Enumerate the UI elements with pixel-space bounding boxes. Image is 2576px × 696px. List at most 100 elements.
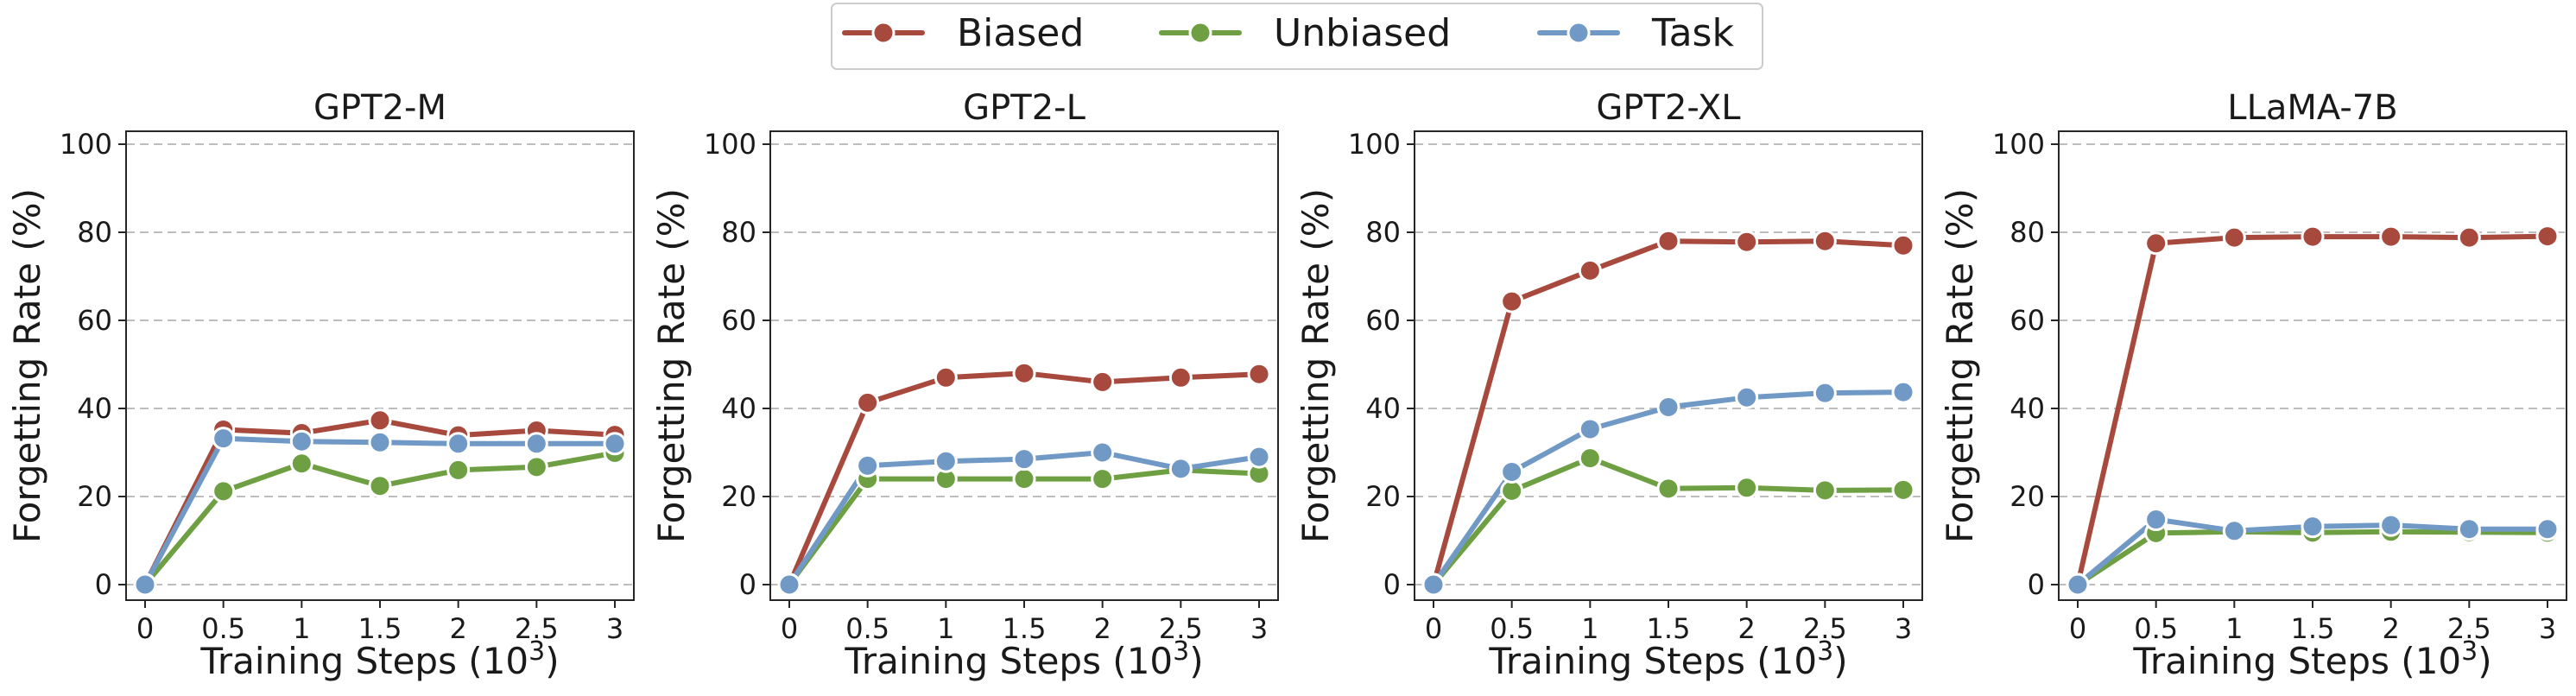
data-point-task <box>603 432 627 456</box>
x-axis-label-exponent: 3 <box>1817 636 1833 667</box>
data-point-unbiased <box>1891 478 1915 502</box>
data-point-unbiased <box>1500 478 1524 503</box>
data-point-task <box>1578 417 1602 441</box>
data-point-biased <box>2222 225 2246 250</box>
x-tick-label: 0.5 <box>2134 612 2178 645</box>
x-axis-label-base: Training Steps (10 <box>1488 640 1817 682</box>
x-axis-label-exponent: 3 <box>1173 636 1189 667</box>
data-point-unbiased <box>1091 467 1115 491</box>
data-point-task <box>1500 459 1524 484</box>
data-point-biased <box>1247 362 1271 386</box>
y-axis-label: Forgetting Rate (%) <box>1939 188 1981 543</box>
x-tick-label: 1 <box>293 612 310 645</box>
x-axis-label: Training Steps (103) <box>1488 636 1847 682</box>
data-point-task <box>777 573 801 597</box>
legend: Biased Unbiased Task <box>831 3 1763 70</box>
y-tick-label: 0 <box>1383 568 1401 601</box>
y-tick-label: 40 <box>77 392 112 425</box>
data-point-biased <box>2457 225 2481 250</box>
x-axis-label: Training Steps (103) <box>844 636 1203 682</box>
x-axis-label-exponent: 3 <box>2461 636 2478 667</box>
data-point-task <box>524 432 548 456</box>
data-point-biased <box>1656 229 1680 253</box>
x-tick-label: 3 <box>1895 612 1912 645</box>
y-tick-label: 40 <box>1365 392 1401 425</box>
data-point-biased <box>2144 231 2168 256</box>
x-tick-label: 0 <box>136 612 154 645</box>
x-tick-label: 2 <box>1093 612 1111 645</box>
x-axis-label-base: Training Steps (10 <box>199 640 528 682</box>
x-axis-label-base: Training Steps (10 <box>2132 640 2461 682</box>
x-tick-label: 0 <box>781 612 798 645</box>
plot-frame <box>1414 130 1923 601</box>
data-point-task <box>289 429 313 453</box>
data-point-biased <box>1578 258 1602 282</box>
y-axis-label: Forgetting Rate (%) <box>6 188 48 543</box>
data-point-task <box>1012 447 1036 471</box>
y-tick-label: 100 <box>1348 128 1401 161</box>
data-point-biased <box>1012 361 1036 385</box>
data-point-unbiased <box>1813 478 1837 503</box>
y-tick-label: 40 <box>721 392 756 425</box>
data-point-biased <box>2301 225 2325 249</box>
x-tick-label: 2 <box>449 612 466 645</box>
x-tick-label: 1.5 <box>1003 612 1047 645</box>
data-point-unbiased <box>524 455 548 479</box>
data-point-unbiased <box>446 458 471 482</box>
y-axis-label: Forgetting Rate (%) <box>650 188 693 543</box>
x-tick-label: 1.5 <box>358 612 402 645</box>
data-point-task <box>2222 519 2246 543</box>
data-point-task <box>212 427 236 451</box>
data-point-biased <box>2535 225 2560 249</box>
x-tick-label: 1 <box>1581 612 1598 645</box>
x-axis-label-exponent: 3 <box>528 636 545 667</box>
data-point-biased <box>1735 230 1759 254</box>
x-tick-label: 3 <box>606 612 623 645</box>
x-tick-label: 1 <box>2225 612 2243 645</box>
y-tick-label: 20 <box>1365 480 1401 513</box>
x-tick-label: 1.5 <box>1647 612 1691 645</box>
x-axis-label-close: ) <box>545 640 559 682</box>
y-axis-label: Forgetting Rate (%) <box>1294 188 1337 543</box>
legend-marker-swatch <box>1566 21 1591 45</box>
legend-box <box>831 3 1763 70</box>
data-point-task <box>856 453 880 478</box>
data-point-task <box>1247 445 1271 469</box>
data-point-task <box>1891 380 1915 404</box>
y-tick-label: 60 <box>1365 304 1401 337</box>
data-point-unbiased <box>1656 477 1680 501</box>
data-point-biased <box>856 390 880 414</box>
data-point-task <box>1813 381 1837 405</box>
x-tick-label: 2 <box>1737 612 1755 645</box>
y-tick-label: 20 <box>2010 480 2045 513</box>
y-tick-label: 80 <box>2010 216 2045 249</box>
x-tick-label: 2.5 <box>1803 612 1847 645</box>
y-tick-label: 20 <box>77 480 112 513</box>
data-point-task <box>2457 517 2481 541</box>
y-tick-label: 100 <box>704 128 756 161</box>
data-point-unbiased <box>1578 446 1602 471</box>
data-point-unbiased <box>289 452 313 476</box>
legend-entry-unbiased: Unbiased <box>1159 11 1451 55</box>
data-point-biased <box>1891 233 1915 257</box>
y-tick-label: 100 <box>1992 128 2045 161</box>
legend-label: Biased <box>957 11 1084 55</box>
legend-label: Task <box>1651 11 1734 55</box>
y-tick-label: 20 <box>721 480 756 513</box>
x-axis-label-close: ) <box>2478 640 2491 682</box>
x-axis-label: Training Steps (103) <box>199 636 559 682</box>
x-axis-label-base: Training Steps (10 <box>844 640 1173 682</box>
x-tick-label: 2 <box>2382 612 2399 645</box>
x-tick-label: 1 <box>937 612 954 645</box>
x-tick-label: 0 <box>1425 612 1442 645</box>
data-point-task <box>2066 573 2090 597</box>
y-tick-label: 60 <box>77 304 112 337</box>
x-tick-label: 3 <box>2539 612 2556 645</box>
data-point-task <box>2535 517 2560 541</box>
legend-marker-swatch <box>1188 21 1212 45</box>
legend-marker-swatch <box>871 21 896 45</box>
panel-title: GPT2-XL <box>1596 88 1741 128</box>
